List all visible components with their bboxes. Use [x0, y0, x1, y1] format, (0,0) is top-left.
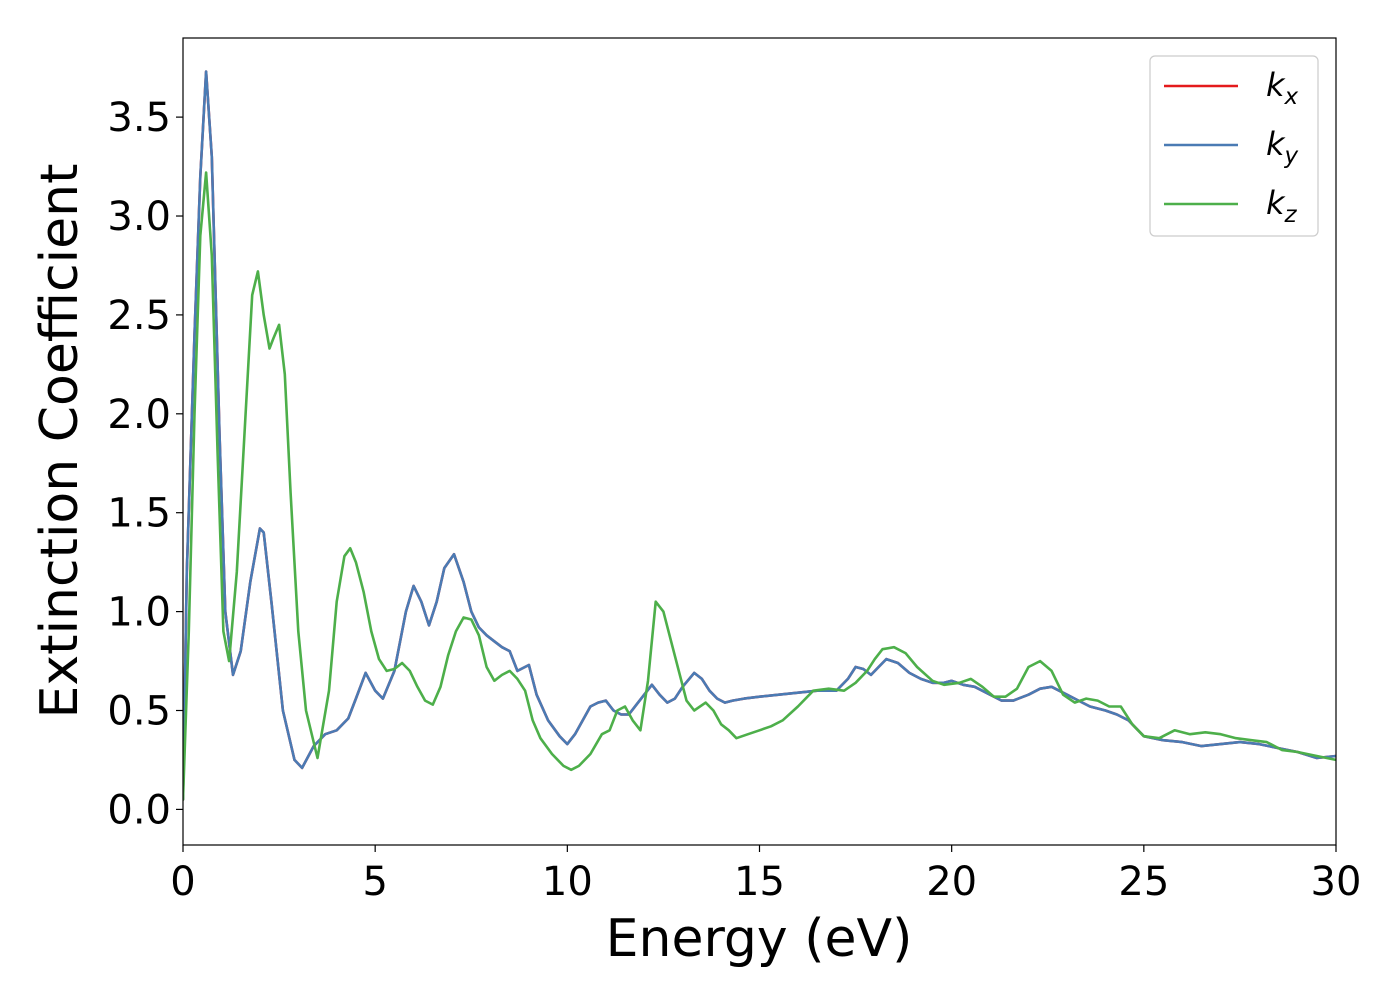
series-line-ky — [183, 70, 1336, 801]
legend-label-ky: ky — [1266, 125, 1299, 169]
y-tick-label: 0.5 — [107, 689, 171, 735]
x-tick-label: 30 — [1311, 859, 1362, 905]
plot-area — [183, 70, 1336, 801]
plot-frame — [182, 37, 1337, 846]
legend-label-base: k — [1266, 66, 1286, 104]
x-axis: 0 5 10 15 20 25 30 — [170, 845, 1361, 905]
legend-label-subscript: x — [1284, 84, 1299, 110]
y-tick-label: 1.0 — [107, 590, 171, 636]
x-tick-label: 15 — [734, 859, 785, 905]
y-tick-label: 3.0 — [107, 194, 171, 240]
legend-label-kx: kx — [1266, 66, 1299, 110]
x-tick-label: 5 — [362, 859, 387, 905]
y-tick-label: 3.5 — [107, 95, 171, 141]
y-axis: 0.0 0.5 1.0 1.5 2.0 2.5 3.0 3.5 — [107, 95, 183, 833]
x-axis-label: Energy (eV) — [606, 909, 913, 969]
x-tick-label: 20 — [926, 859, 977, 905]
x-tick-label: 0 — [170, 859, 195, 905]
x-tick-label: 25 — [1118, 859, 1169, 905]
y-tick-label: 2.0 — [107, 392, 171, 438]
y-tick-label: 1.5 — [107, 491, 171, 537]
legend-label-base: k — [1266, 125, 1286, 163]
y-axis-label: Extinction Coefficient — [30, 164, 90, 719]
legend-label-kz: kz — [1266, 184, 1298, 228]
y-tick-label: 2.5 — [107, 293, 171, 339]
legend-label-subscript: z — [1284, 202, 1298, 228]
legend-label-subscript: y — [1284, 143, 1299, 169]
y-tick-label: 0.0 — [107, 787, 171, 833]
legend-label-base: k — [1266, 184, 1286, 222]
series-line-kz — [183, 171, 1336, 801]
x-tick-label: 10 — [542, 859, 593, 905]
